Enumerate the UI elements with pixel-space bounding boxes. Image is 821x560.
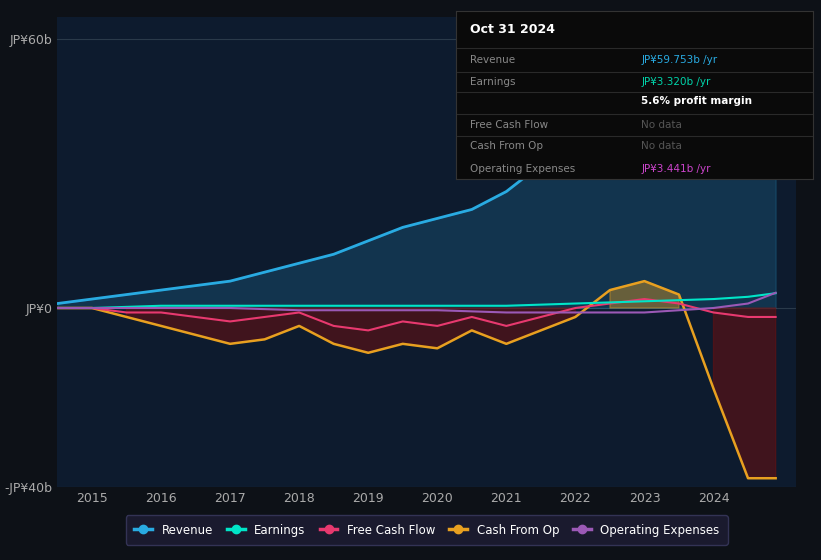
Text: Operating Expenses: Operating Expenses — [470, 164, 576, 174]
Text: Revenue: Revenue — [470, 55, 515, 65]
Text: 5.6% profit margin: 5.6% profit margin — [641, 96, 752, 106]
Text: JP¥3.320b /yr: JP¥3.320b /yr — [641, 77, 711, 87]
Text: Oct 31 2024: Oct 31 2024 — [470, 23, 555, 36]
Text: No data: No data — [641, 142, 682, 151]
Text: JP¥59.753b /yr: JP¥59.753b /yr — [641, 55, 718, 65]
Text: No data: No data — [641, 120, 682, 129]
Text: Free Cash Flow: Free Cash Flow — [470, 120, 548, 129]
Legend: Revenue, Earnings, Free Cash Flow, Cash From Op, Operating Expenses: Revenue, Earnings, Free Cash Flow, Cash … — [126, 515, 728, 545]
Text: Cash From Op: Cash From Op — [470, 142, 543, 151]
Text: JP¥3.441b /yr: JP¥3.441b /yr — [641, 164, 711, 174]
Text: Earnings: Earnings — [470, 77, 516, 87]
